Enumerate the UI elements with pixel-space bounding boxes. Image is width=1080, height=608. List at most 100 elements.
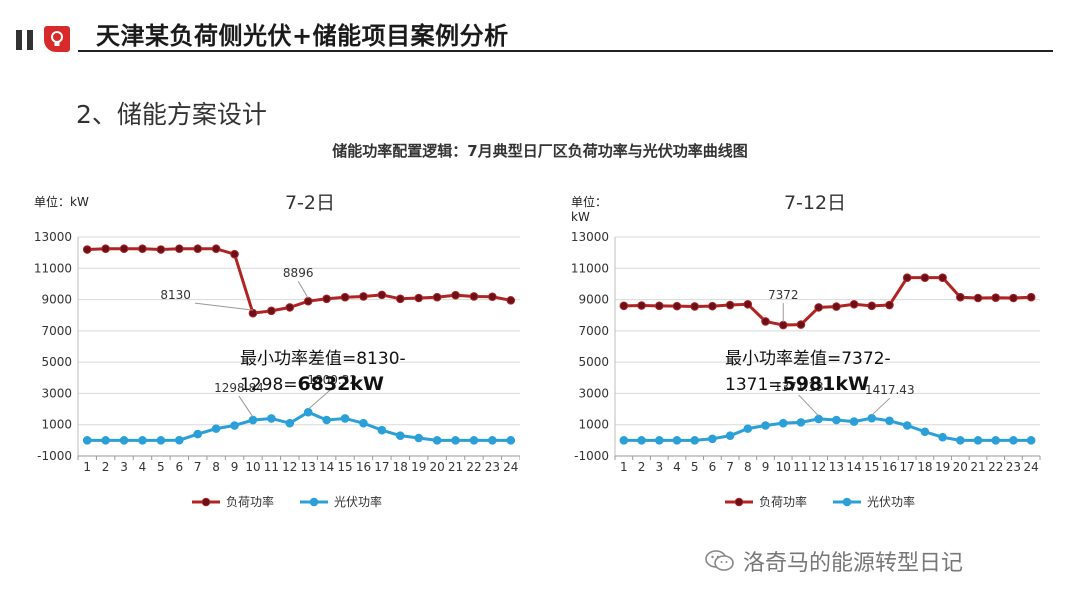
legend-marker bbox=[201, 497, 211, 507]
chart-panel-left: 单位：kW 7-2日 -1000 1000 3000 5000 7000 9000 1100… bbox=[20, 185, 520, 525]
data-point bbox=[267, 414, 276, 423]
watermark: 洛奇马的能源转型日记 bbox=[705, 545, 963, 577]
logo-bar bbox=[27, 30, 33, 50]
series-line-load bbox=[623, 276, 1032, 327]
x-tick-label: 10 bbox=[776, 460, 791, 474]
x-tick-label: 24 bbox=[1024, 460, 1039, 474]
y-tick-label: 1000 bbox=[41, 418, 72, 432]
data-point bbox=[488, 436, 497, 445]
y-tick-label: 7000 bbox=[41, 324, 72, 338]
data-point bbox=[1026, 292, 1036, 302]
y-tick-label: 11000 bbox=[34, 261, 72, 275]
leader-line bbox=[194, 302, 254, 311]
x-tick-label: 20 bbox=[953, 460, 968, 474]
data-point bbox=[938, 432, 947, 442]
min-diff-annotation: 最小功率差值=8130- 1298=6832kW bbox=[240, 349, 406, 395]
data-point bbox=[377, 425, 387, 435]
data-point bbox=[743, 299, 753, 309]
data-point bbox=[778, 320, 788, 330]
data-label: 8130 bbox=[160, 288, 191, 302]
y-tick-label: -1000 bbox=[37, 449, 72, 463]
data-point bbox=[956, 436, 965, 445]
data-point bbox=[938, 273, 947, 282]
chart-title: 7-12日 bbox=[783, 192, 847, 214]
data-point bbox=[672, 436, 682, 445]
data-point bbox=[174, 244, 184, 254]
x-tick-label: 20 bbox=[429, 460, 444, 474]
data-point bbox=[778, 418, 788, 428]
y-tick-label: 5000 bbox=[578, 355, 609, 369]
x-tick-label: 17 bbox=[374, 460, 389, 474]
chart-panel-right: 单位： kW 7-12日 -1000 1000 3000 5000 7000 9000 11… bbox=[545, 185, 1045, 525]
y-tick-label: 9000 bbox=[41, 293, 72, 307]
data-point bbox=[506, 436, 516, 445]
data-point bbox=[832, 302, 841, 311]
data-point bbox=[285, 418, 295, 428]
data-label: 7372 bbox=[768, 288, 799, 302]
data-point bbox=[322, 415, 331, 425]
y-tick-label: 13000 bbox=[571, 230, 609, 244]
data-point bbox=[230, 249, 239, 259]
y-tick-label: 13000 bbox=[34, 230, 72, 244]
series-line-pv bbox=[623, 416, 1032, 442]
legend-label: 光伏功率 bbox=[867, 494, 915, 509]
x-tick-label: 8 bbox=[744, 460, 752, 474]
chart-title: 7-2日 bbox=[284, 192, 336, 214]
leader-line bbox=[307, 387, 333, 410]
data-point bbox=[248, 308, 258, 318]
data-label: 8896 bbox=[283, 266, 314, 280]
x-tick-label: 18 bbox=[917, 460, 932, 474]
data-point bbox=[303, 407, 313, 417]
x-tick-label: 8 bbox=[212, 460, 220, 474]
leader-line bbox=[297, 280, 309, 299]
x-tick-label: 22 bbox=[988, 460, 1003, 474]
x-tick-label: 16 bbox=[882, 460, 897, 474]
data-point bbox=[451, 290, 460, 300]
legend-marker bbox=[842, 497, 852, 507]
data-point bbox=[849, 299, 859, 309]
data-point bbox=[395, 294, 405, 304]
data-point bbox=[101, 436, 110, 445]
leader-line bbox=[238, 395, 254, 418]
data-point bbox=[138, 244, 147, 254]
logo bbox=[16, 22, 80, 56]
data-point bbox=[637, 436, 646, 445]
x-tick-label: 13 bbox=[301, 460, 316, 474]
data-point bbox=[619, 301, 629, 311]
data-point bbox=[849, 417, 859, 426]
data-point bbox=[248, 415, 258, 425]
data-point bbox=[814, 303, 823, 312]
x-tick-label: 7 bbox=[194, 460, 202, 474]
data-point bbox=[690, 436, 699, 445]
data-point bbox=[193, 429, 203, 439]
data-point bbox=[377, 290, 387, 300]
x-tick-label: 19 bbox=[411, 460, 426, 474]
data-point bbox=[138, 436, 147, 445]
data-point bbox=[672, 301, 682, 311]
x-tick-label: 23 bbox=[1006, 460, 1021, 474]
data-point bbox=[506, 296, 516, 305]
y-tick-label: 3000 bbox=[41, 386, 72, 400]
data-point bbox=[469, 292, 479, 301]
lightbulb-shield-icon bbox=[44, 26, 70, 52]
data-point bbox=[82, 436, 92, 445]
data-point bbox=[1009, 436, 1018, 445]
x-tick-label: 21 bbox=[448, 460, 463, 474]
legend-marker bbox=[309, 497, 319, 507]
data-point bbox=[469, 436, 479, 445]
x-tick-label: 5 bbox=[691, 460, 699, 474]
data-label: 1371.18 bbox=[774, 380, 824, 394]
data-point bbox=[637, 301, 646, 310]
data-point bbox=[322, 294, 331, 304]
leader-line bbox=[798, 394, 820, 417]
data-point bbox=[359, 292, 368, 301]
data-point bbox=[174, 435, 184, 445]
data-point bbox=[832, 415, 841, 425]
y-tick-label: 11000 bbox=[571, 261, 609, 275]
data-point bbox=[708, 301, 717, 311]
data-point bbox=[267, 306, 276, 316]
data-point bbox=[920, 273, 930, 282]
x-tick-label: 14 bbox=[319, 460, 334, 474]
data-point bbox=[973, 436, 983, 445]
